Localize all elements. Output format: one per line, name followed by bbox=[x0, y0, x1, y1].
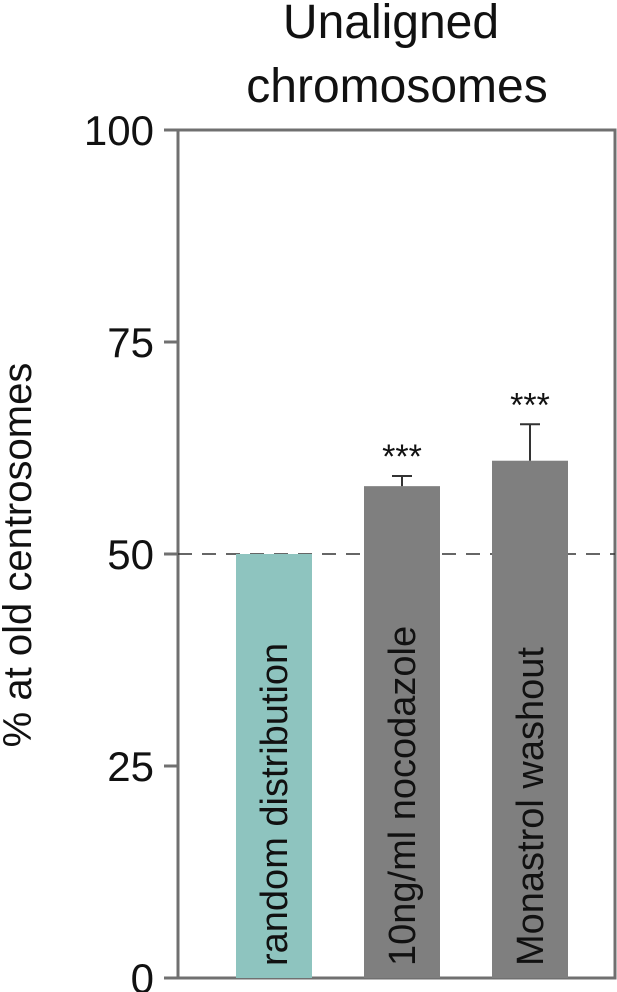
bar-category-label: Monastrol washout bbox=[510, 647, 552, 966]
y-tick-label: 0 bbox=[131, 955, 154, 992]
significance-label: *** bbox=[382, 438, 422, 476]
y-tick-label: 100 bbox=[84, 107, 154, 154]
bar-category-label: random distribution bbox=[254, 643, 296, 966]
chart-title-line-1: Unaligned bbox=[283, 0, 499, 49]
bars bbox=[236, 423, 568, 979]
y-ticks: 0 25 50 75 100 bbox=[84, 107, 178, 992]
significance-label: *** bbox=[510, 386, 550, 424]
y-tick-label: 75 bbox=[107, 319, 154, 366]
y-tick-label: 50 bbox=[107, 531, 154, 578]
bar-labels: random distribution *** 10ng/ml nocodazole… bbox=[254, 386, 552, 966]
bar bbox=[364, 486, 440, 978]
y-axis-label: % at old centrosomes bbox=[0, 363, 40, 748]
bar bbox=[492, 460, 568, 979]
bar-category-label: 10ng/ml nocodazole bbox=[382, 626, 424, 966]
chart-title-line-2: chromosomes bbox=[246, 60, 547, 113]
bar bbox=[236, 554, 312, 978]
y-tick-label: 25 bbox=[107, 743, 154, 790]
